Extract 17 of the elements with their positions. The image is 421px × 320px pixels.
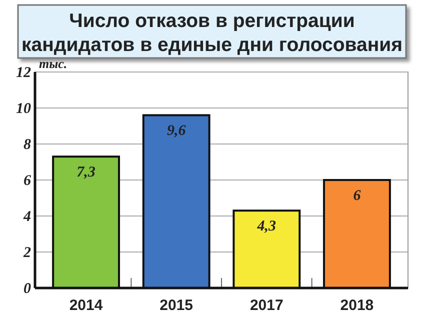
data-label: 7,3 <box>76 164 96 181</box>
y-tick-label: 2 <box>22 245 32 261</box>
x-tick-label: 2014 <box>69 297 104 314</box>
y-tick-label: 4 <box>22 209 32 225</box>
y-tick-label: 12 <box>16 65 32 81</box>
y-axis-title: тыс. <box>39 56 68 71</box>
data-label: 9,6 <box>166 123 186 140</box>
data-label: 6 <box>353 188 362 204</box>
chart-title: Число отказов в регистрации кандидатов в единые дни голосования <box>21 10 403 56</box>
y-tick-label: 6 <box>24 173 32 189</box>
x-tick-label: 2015 <box>160 297 194 314</box>
y-tick-label: 10 <box>16 101 32 117</box>
y-tick-label: 0 <box>24 281 32 297</box>
x-tick-label: 2017 <box>250 297 284 314</box>
data-label: 4,3 <box>256 218 277 235</box>
x-tick-label: 2018 <box>340 297 374 314</box>
y-tick-label: 8 <box>24 137 32 153</box>
